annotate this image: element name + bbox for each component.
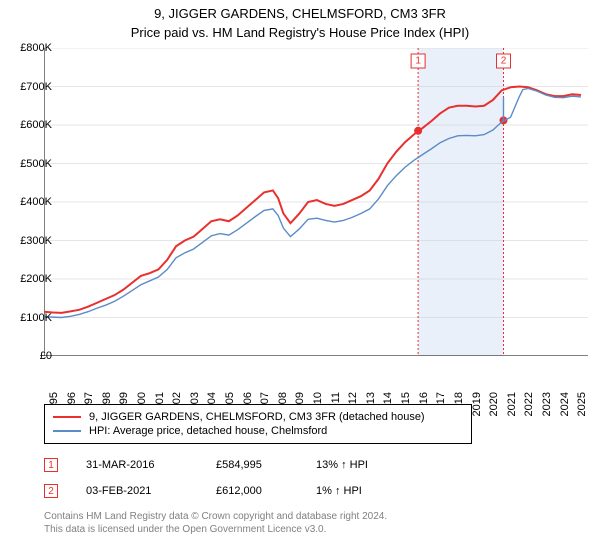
sale-date: 03-FEB-2021 (86, 485, 216, 497)
chart-title-address: 9, JIGGER GARDENS, CHELMSFORD, CM3 3FR (0, 0, 600, 21)
legend-swatch (53, 430, 81, 432)
y-axis-tick-label: £600K (20, 119, 52, 131)
sale-marker-icon: 2 (44, 484, 58, 498)
sale-row: 2 03-FEB-2021 £612,000 1% ↑ HPI (44, 478, 396, 504)
y-axis-tick-label: £0 (40, 350, 52, 362)
x-axis-tick-label: 2020 (488, 392, 500, 416)
chart-area: 12 (44, 48, 588, 356)
y-axis-tick-label: £100K (20, 312, 52, 324)
legend-swatch (53, 416, 81, 418)
y-axis-tick-label: £800K (20, 42, 52, 54)
y-axis-tick-label: £400K (20, 196, 52, 208)
y-axis-tick-label: £200K (20, 273, 52, 285)
sale-price: £584,995 (216, 459, 316, 471)
x-axis-tick-label: 2024 (559, 392, 571, 416)
svg-text:1: 1 (415, 56, 421, 67)
sales-table: 1 31-MAR-2016 £584,995 13% ↑ HPI 2 03-FE… (44, 452, 396, 504)
sale-price: £612,000 (216, 485, 316, 497)
legend-label: HPI: Average price, detached house, Chel… (89, 425, 327, 437)
legend-item: 9, JIGGER GARDENS, CHELMSFORD, CM3 3FR (… (53, 410, 463, 424)
sale-date: 31-MAR-2016 (86, 459, 216, 471)
legend-item: HPI: Average price, detached house, Chel… (53, 424, 463, 438)
chart-title-subtitle: Price paid vs. HM Land Registry's House … (0, 21, 600, 40)
legend: 9, JIGGER GARDENS, CHELMSFORD, CM3 3FR (… (44, 404, 472, 444)
arrow-up-icon: ↑ (341, 459, 347, 471)
y-axis-tick-label: £300K (20, 235, 52, 247)
line-chart: 12 (44, 48, 588, 356)
x-axis-tick-label: 2019 (471, 392, 483, 416)
y-axis-tick-label: £700K (20, 81, 52, 93)
x-axis-tick-label: 2021 (506, 392, 518, 416)
x-axis-tick-label: 2022 (523, 392, 535, 416)
sale-row: 1 31-MAR-2016 £584,995 13% ↑ HPI (44, 452, 396, 478)
y-axis-tick-label: £500K (20, 158, 52, 170)
x-axis-tick-label: 2023 (541, 392, 553, 416)
svg-text:2: 2 (501, 56, 507, 67)
arrow-up-icon: ↑ (335, 485, 341, 497)
legend-label: 9, JIGGER GARDENS, CHELMSFORD, CM3 3FR (… (89, 411, 425, 423)
sale-hpi: 1% ↑ HPI (316, 485, 396, 497)
sale-hpi: 13% ↑ HPI (316, 459, 396, 471)
footer-attribution: Contains HM Land Registry data © Crown c… (44, 510, 387, 536)
sale-marker-icon: 1 (44, 458, 58, 472)
x-axis-tick-label: 2025 (576, 392, 588, 416)
